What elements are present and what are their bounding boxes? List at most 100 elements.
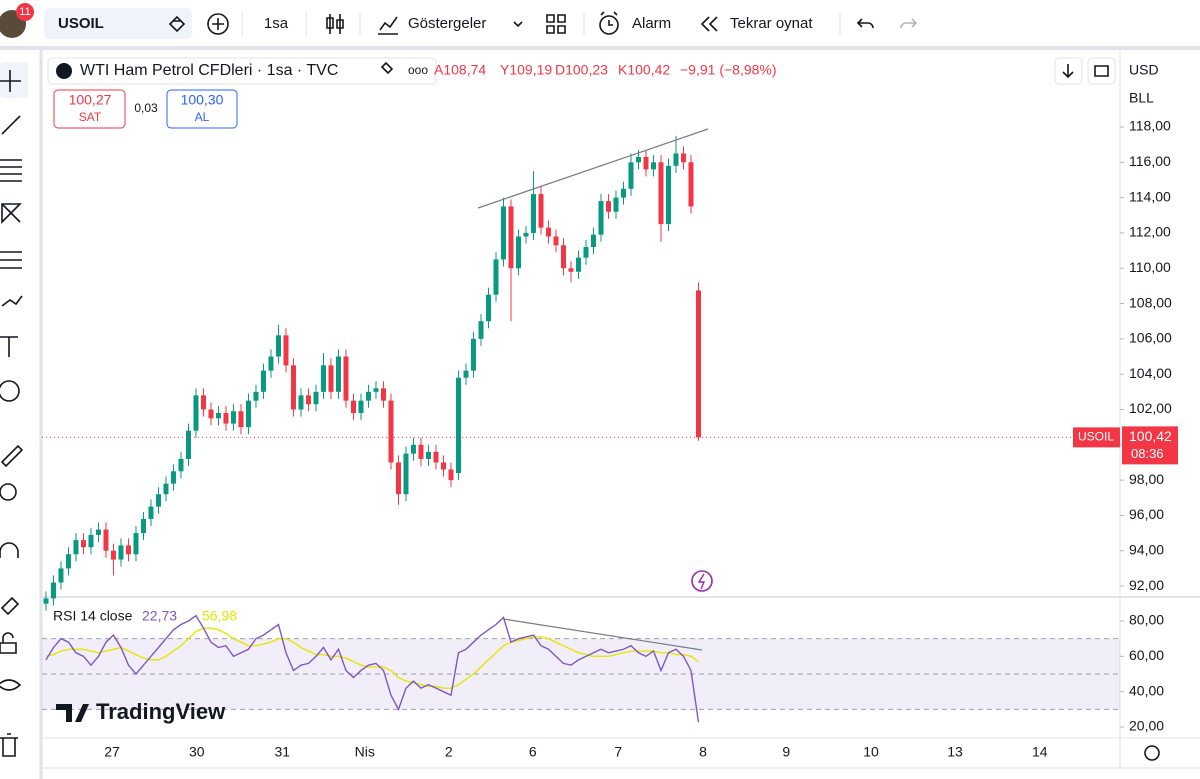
candle-body xyxy=(298,395,304,410)
lock-draw-tool[interactable] xyxy=(0,596,20,616)
text-tool[interactable] xyxy=(0,336,18,357)
event-marker[interactable] xyxy=(691,570,713,592)
candle-body xyxy=(688,162,694,207)
trend-line[interactable] xyxy=(477,128,709,209)
alarm[interactable]: Alarm xyxy=(632,15,671,32)
magnet-tool[interactable] xyxy=(0,542,19,558)
indicators-icon[interactable] xyxy=(378,16,398,35)
sell-button[interactable] xyxy=(53,89,126,129)
y-tick-label: 92,00 xyxy=(1129,577,1164,593)
x-tick-label: 8 xyxy=(699,744,707,760)
x-tick-label: 14 xyxy=(1032,744,1048,760)
candle-body xyxy=(485,294,491,322)
rsi-value: 22,73 xyxy=(142,608,177,624)
candle-body xyxy=(605,201,611,212)
y-tick-label: 20,00 xyxy=(1129,718,1164,734)
candle-body xyxy=(200,395,206,410)
candle-body xyxy=(133,533,139,555)
buy-label: AL xyxy=(195,110,210,124)
trend-tool[interactable] xyxy=(1,115,21,135)
candle-body xyxy=(628,162,634,189)
y-tick-label: 112,00 xyxy=(1129,224,1171,240)
candle-body xyxy=(50,582,56,599)
alarm-icon[interactable] xyxy=(599,15,619,35)
rsi-line xyxy=(45,627,699,689)
x-tick-label: 7 xyxy=(614,744,622,760)
add-symbol[interactable] xyxy=(207,13,229,35)
x-tick-label: 27 xyxy=(104,744,120,760)
undo[interactable] xyxy=(856,18,874,29)
legend-action[interactable] xyxy=(380,61,394,75)
candle-body xyxy=(695,290,701,438)
badge-count: 11 xyxy=(19,6,30,18)
candle-body xyxy=(193,395,199,431)
rsi-trend-line[interactable] xyxy=(502,618,703,651)
symbol-logo xyxy=(56,63,72,79)
candle-body xyxy=(343,356,349,401)
brush-tool[interactable] xyxy=(1,295,23,307)
main-pane xyxy=(42,135,1120,611)
candle-body xyxy=(95,529,101,535)
chevron[interactable] xyxy=(513,21,523,28)
candle-body xyxy=(335,356,341,392)
candle-body xyxy=(590,234,596,248)
redo[interactable] xyxy=(900,18,918,29)
layout-icon[interactable] xyxy=(546,14,566,34)
candle-body xyxy=(455,377,461,474)
unit[interactable]: BLL xyxy=(1129,90,1154,106)
replay-icon[interactable] xyxy=(700,16,718,32)
symbol-tag-text: USOIL xyxy=(1078,430,1114,444)
candle-body xyxy=(110,550,116,560)
candle-body xyxy=(320,365,326,392)
delete-tool[interactable] xyxy=(0,733,18,757)
pattern-tool[interactable] xyxy=(1,203,22,224)
candle-body xyxy=(290,365,296,410)
candle-body xyxy=(410,444,416,454)
buy-button[interactable] xyxy=(166,89,238,129)
candle-body xyxy=(253,391,259,401)
candle-body xyxy=(88,534,94,548)
candle-body xyxy=(433,451,439,463)
y-tick-label: 118,00 xyxy=(1129,118,1171,134)
more[interactable]: ooo xyxy=(408,63,428,77)
fullscreen-icon xyxy=(1094,65,1109,77)
forecast-tool[interactable] xyxy=(0,251,22,269)
diamond-icon[interactable] xyxy=(168,15,186,33)
fullscreen-button[interactable] xyxy=(1087,57,1116,85)
candle-body xyxy=(395,462,401,495)
interval[interactable]: 1sa xyxy=(264,15,289,32)
cursor-tool[interactable] xyxy=(0,70,21,92)
candle-body xyxy=(560,245,566,269)
candle-body xyxy=(125,545,131,555)
candle-body xyxy=(215,413,221,419)
replay[interactable]: Tekrar oynat xyxy=(730,15,813,32)
candle-body xyxy=(643,156,649,170)
currency[interactable]: USD xyxy=(1129,62,1159,78)
fib-tool[interactable] xyxy=(0,159,22,182)
settings[interactable] xyxy=(1144,745,1160,761)
candle-body xyxy=(500,206,506,260)
symbol-search[interactable] xyxy=(44,8,192,39)
candle-body xyxy=(238,411,244,428)
candle-body xyxy=(283,335,289,366)
left-toolbar xyxy=(0,50,43,779)
indicators[interactable]: Göstergeler xyxy=(408,15,486,32)
candle-body xyxy=(515,236,521,269)
emoji-tool[interactable] xyxy=(0,380,20,402)
logo-mark xyxy=(56,704,89,722)
symbol[interactable]: USOIL xyxy=(58,15,104,32)
legend-title: WTI Ham Petrol CFDleri · 1sa · TVC xyxy=(80,62,338,79)
chart-type-icon[interactable] xyxy=(326,14,344,34)
candle-body xyxy=(313,391,319,405)
zoom-tool[interactable] xyxy=(0,483,17,501)
candle-body xyxy=(650,162,656,170)
lock-tool[interactable] xyxy=(0,632,17,654)
x-tick-label: 2 xyxy=(445,744,453,760)
candle-body xyxy=(665,165,671,225)
ruler-tool[interactable] xyxy=(0,444,24,468)
candle-body xyxy=(508,206,514,269)
hide-tool[interactable] xyxy=(0,679,22,691)
candle-body xyxy=(275,335,281,357)
candle-body xyxy=(568,268,574,272)
candle-body xyxy=(620,188,626,198)
